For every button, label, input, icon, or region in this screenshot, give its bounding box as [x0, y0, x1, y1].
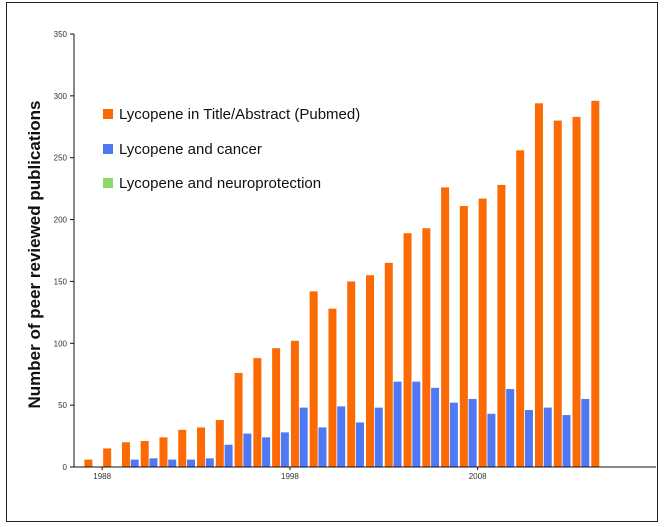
y-tick-label: 100: [54, 339, 68, 348]
bar-cancer: [449, 402, 458, 467]
bar-title-abstract: [459, 205, 468, 467]
legend-label: Lycopene in Title/Abstract (Pubmed): [119, 106, 360, 123]
bar-title-abstract: [497, 184, 506, 467]
bar-title-abstract: [572, 116, 581, 467]
bar-title-abstract: [534, 103, 543, 467]
bar-title-abstract: [403, 233, 412, 467]
bar-cancer: [168, 459, 177, 467]
bar-title-abstract: [384, 262, 393, 467]
bar-title-abstract: [309, 291, 318, 467]
bar-cancer: [187, 459, 196, 467]
y-tick-label: 0: [63, 463, 68, 472]
x-axis-ticks: 1988 1998 2008: [93, 467, 487, 481]
chart-frame: [6, 2, 658, 522]
y-tick-label: 200: [54, 216, 68, 225]
bar-title-abstract: [140, 441, 149, 467]
bar-cancer: [562, 415, 571, 467]
bars-group: [84, 100, 600, 468]
bar-cancer: [431, 387, 440, 467]
bar-cancer: [224, 444, 233, 467]
bar-title-abstract: [478, 198, 487, 468]
bar-title-abstract: [215, 419, 224, 467]
bar-cancer: [468, 398, 477, 467]
bar-title-abstract: [366, 275, 374, 467]
y-axis-ticks: 0 50 100 150 200 250 300 350: [54, 30, 74, 472]
bar-cancer: [374, 407, 383, 467]
bar-cancer: [280, 432, 289, 467]
x-tick-label: 2008: [469, 472, 487, 481]
bar-cancer: [393, 381, 402, 467]
bar-cancer: [581, 398, 590, 467]
bar-title-abstract: [234, 372, 243, 467]
bar-cancer: [262, 437, 271, 467]
bar-cancer: [543, 407, 552, 467]
bar-title-abstract: [553, 120, 562, 467]
bar-title-abstract: [197, 427, 206, 467]
legend-label: Lycopene and neuroprotection: [119, 175, 321, 192]
bar-cancer: [149, 458, 158, 467]
legend-swatch: [103, 109, 113, 119]
y-tick-label: 350: [54, 30, 68, 39]
bar-title-abstract: [328, 308, 337, 467]
bar-title-abstract: [422, 228, 431, 467]
legend-swatch: [103, 178, 113, 188]
bar-cancer: [318, 427, 327, 467]
legend: Lycopene in Title/Abstract (Pubmed) Lycop…: [103, 106, 360, 192]
bar-cancer: [337, 406, 346, 467]
bar-cancer: [299, 407, 308, 467]
bar-cancer: [356, 422, 364, 467]
y-axis-title: Number of peer reviewed publications: [25, 101, 44, 409]
bar-title-abstract: [103, 448, 112, 467]
x-tick-label: 1998: [281, 472, 299, 481]
legend-label: Lycopene and cancer: [119, 141, 262, 158]
bar-cancer: [130, 459, 139, 467]
bar-title-abstract: [347, 281, 356, 467]
y-tick-label: 250: [54, 154, 68, 163]
bar-title-abstract: [253, 358, 262, 467]
bar-cancer: [412, 381, 421, 467]
x-tick-label: 1988: [93, 472, 111, 481]
bar-cancer: [506, 389, 515, 467]
bar-title-abstract: [516, 150, 525, 467]
bar-title-abstract: [441, 187, 450, 468]
y-tick-label: 300: [54, 92, 68, 101]
bar-title-abstract: [84, 459, 93, 467]
bar-cancer: [487, 413, 496, 467]
y-tick-label: 50: [58, 401, 67, 410]
bar-title-abstract: [290, 340, 299, 467]
y-tick-label: 150: [54, 277, 68, 286]
bar-cancer: [524, 410, 533, 467]
bar-title-abstract: [159, 437, 168, 467]
legend-swatch: [103, 144, 113, 154]
bar-title-abstract: [591, 100, 600, 467]
bar-title-abstract: [272, 348, 281, 467]
bar-title-abstract: [178, 429, 187, 467]
bar-title-abstract: [121, 442, 130, 467]
bar-cancer: [243, 433, 252, 467]
bar-cancer: [205, 458, 214, 467]
